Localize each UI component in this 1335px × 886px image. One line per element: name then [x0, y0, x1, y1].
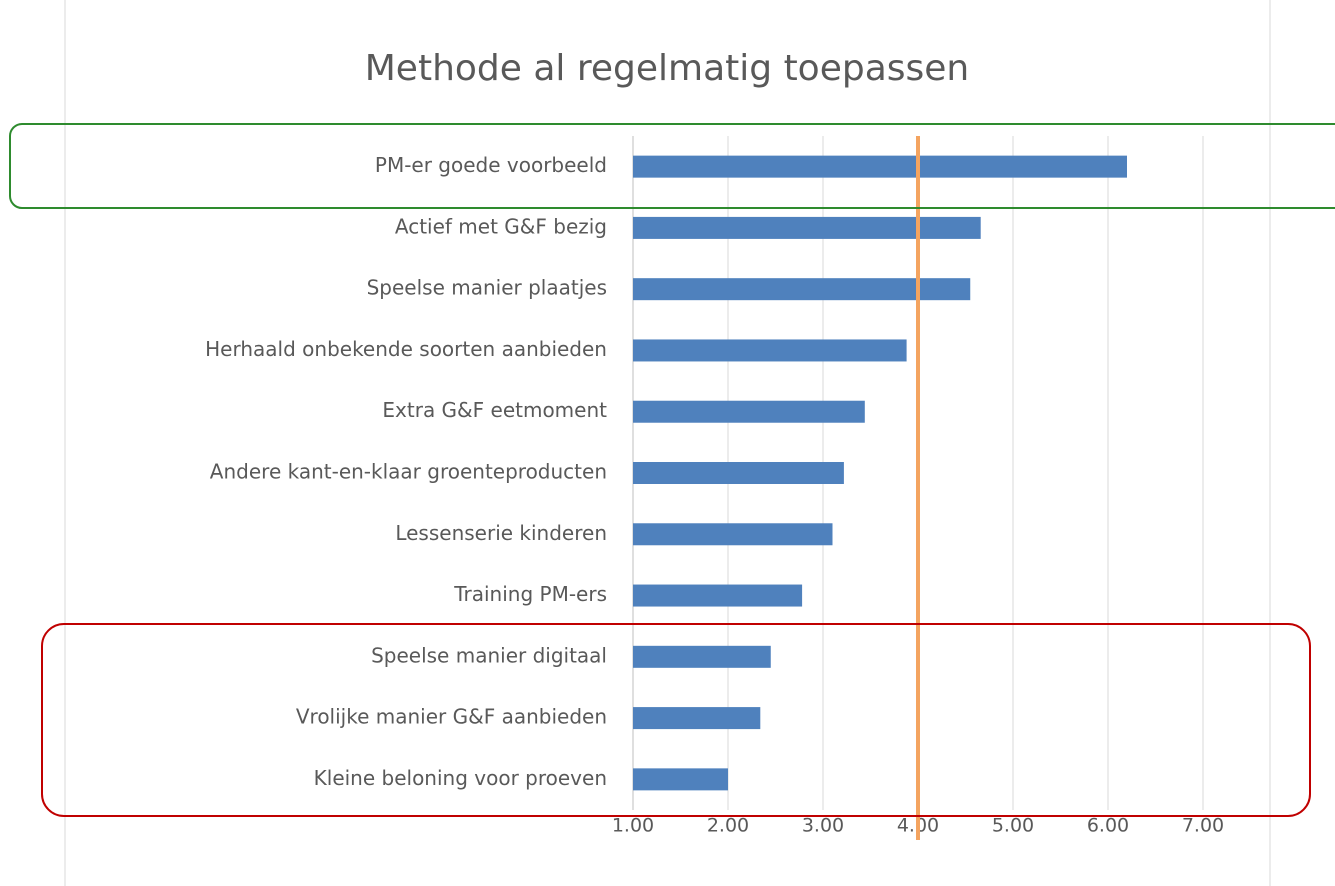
y-tick-label: Herhaald onbekende soorten aanbieden: [205, 337, 607, 361]
bar: [633, 339, 907, 362]
bar: [633, 523, 833, 546]
bar: [633, 462, 844, 484]
chart-title: Methode al regelmatig toepassen: [365, 48, 970, 89]
y-tick-label: Extra G&F eetmoment: [382, 398, 607, 422]
bar: [633, 645, 771, 668]
y-tick-label: Andere kant-en-klaar groenteproducten: [210, 460, 607, 484]
bar: [633, 216, 981, 239]
y-tick-label: Speelse manier digitaal: [371, 643, 607, 667]
x-tick-label: 3.00: [802, 815, 844, 837]
x-tick-label: 6.00: [1087, 815, 1129, 837]
bar: [633, 584, 803, 607]
bar: [633, 278, 971, 301]
y-tick-label: Vrolijke manier G&F aanbieden: [296, 705, 607, 729]
bar: [633, 768, 728, 791]
x-tick-label: 1.00: [612, 815, 654, 837]
chart-border: [64, 0, 1271, 886]
x-tick-label: 2.00: [707, 815, 749, 837]
highlight-box-green: [9, 123, 1335, 209]
y-tick-label: Lessenserie kinderen: [395, 521, 607, 545]
bar: [633, 400, 865, 423]
highlight-box-red: [41, 623, 1311, 817]
y-tick-label: Actief met G&F bezig: [395, 214, 607, 238]
x-tick-label: 7.00: [1182, 815, 1224, 837]
y-tick-label: Speelse manier plaatjes: [367, 276, 607, 300]
y-tick-label: PM-er goede voorbeeld: [375, 153, 607, 177]
bar: [633, 155, 1127, 178]
y-tick-label: Kleine beloning voor proeven: [314, 766, 607, 790]
y-tick-label: Training PM-ers: [453, 582, 607, 606]
x-tick-label: 5.00: [992, 815, 1034, 837]
bar: [633, 707, 761, 730]
